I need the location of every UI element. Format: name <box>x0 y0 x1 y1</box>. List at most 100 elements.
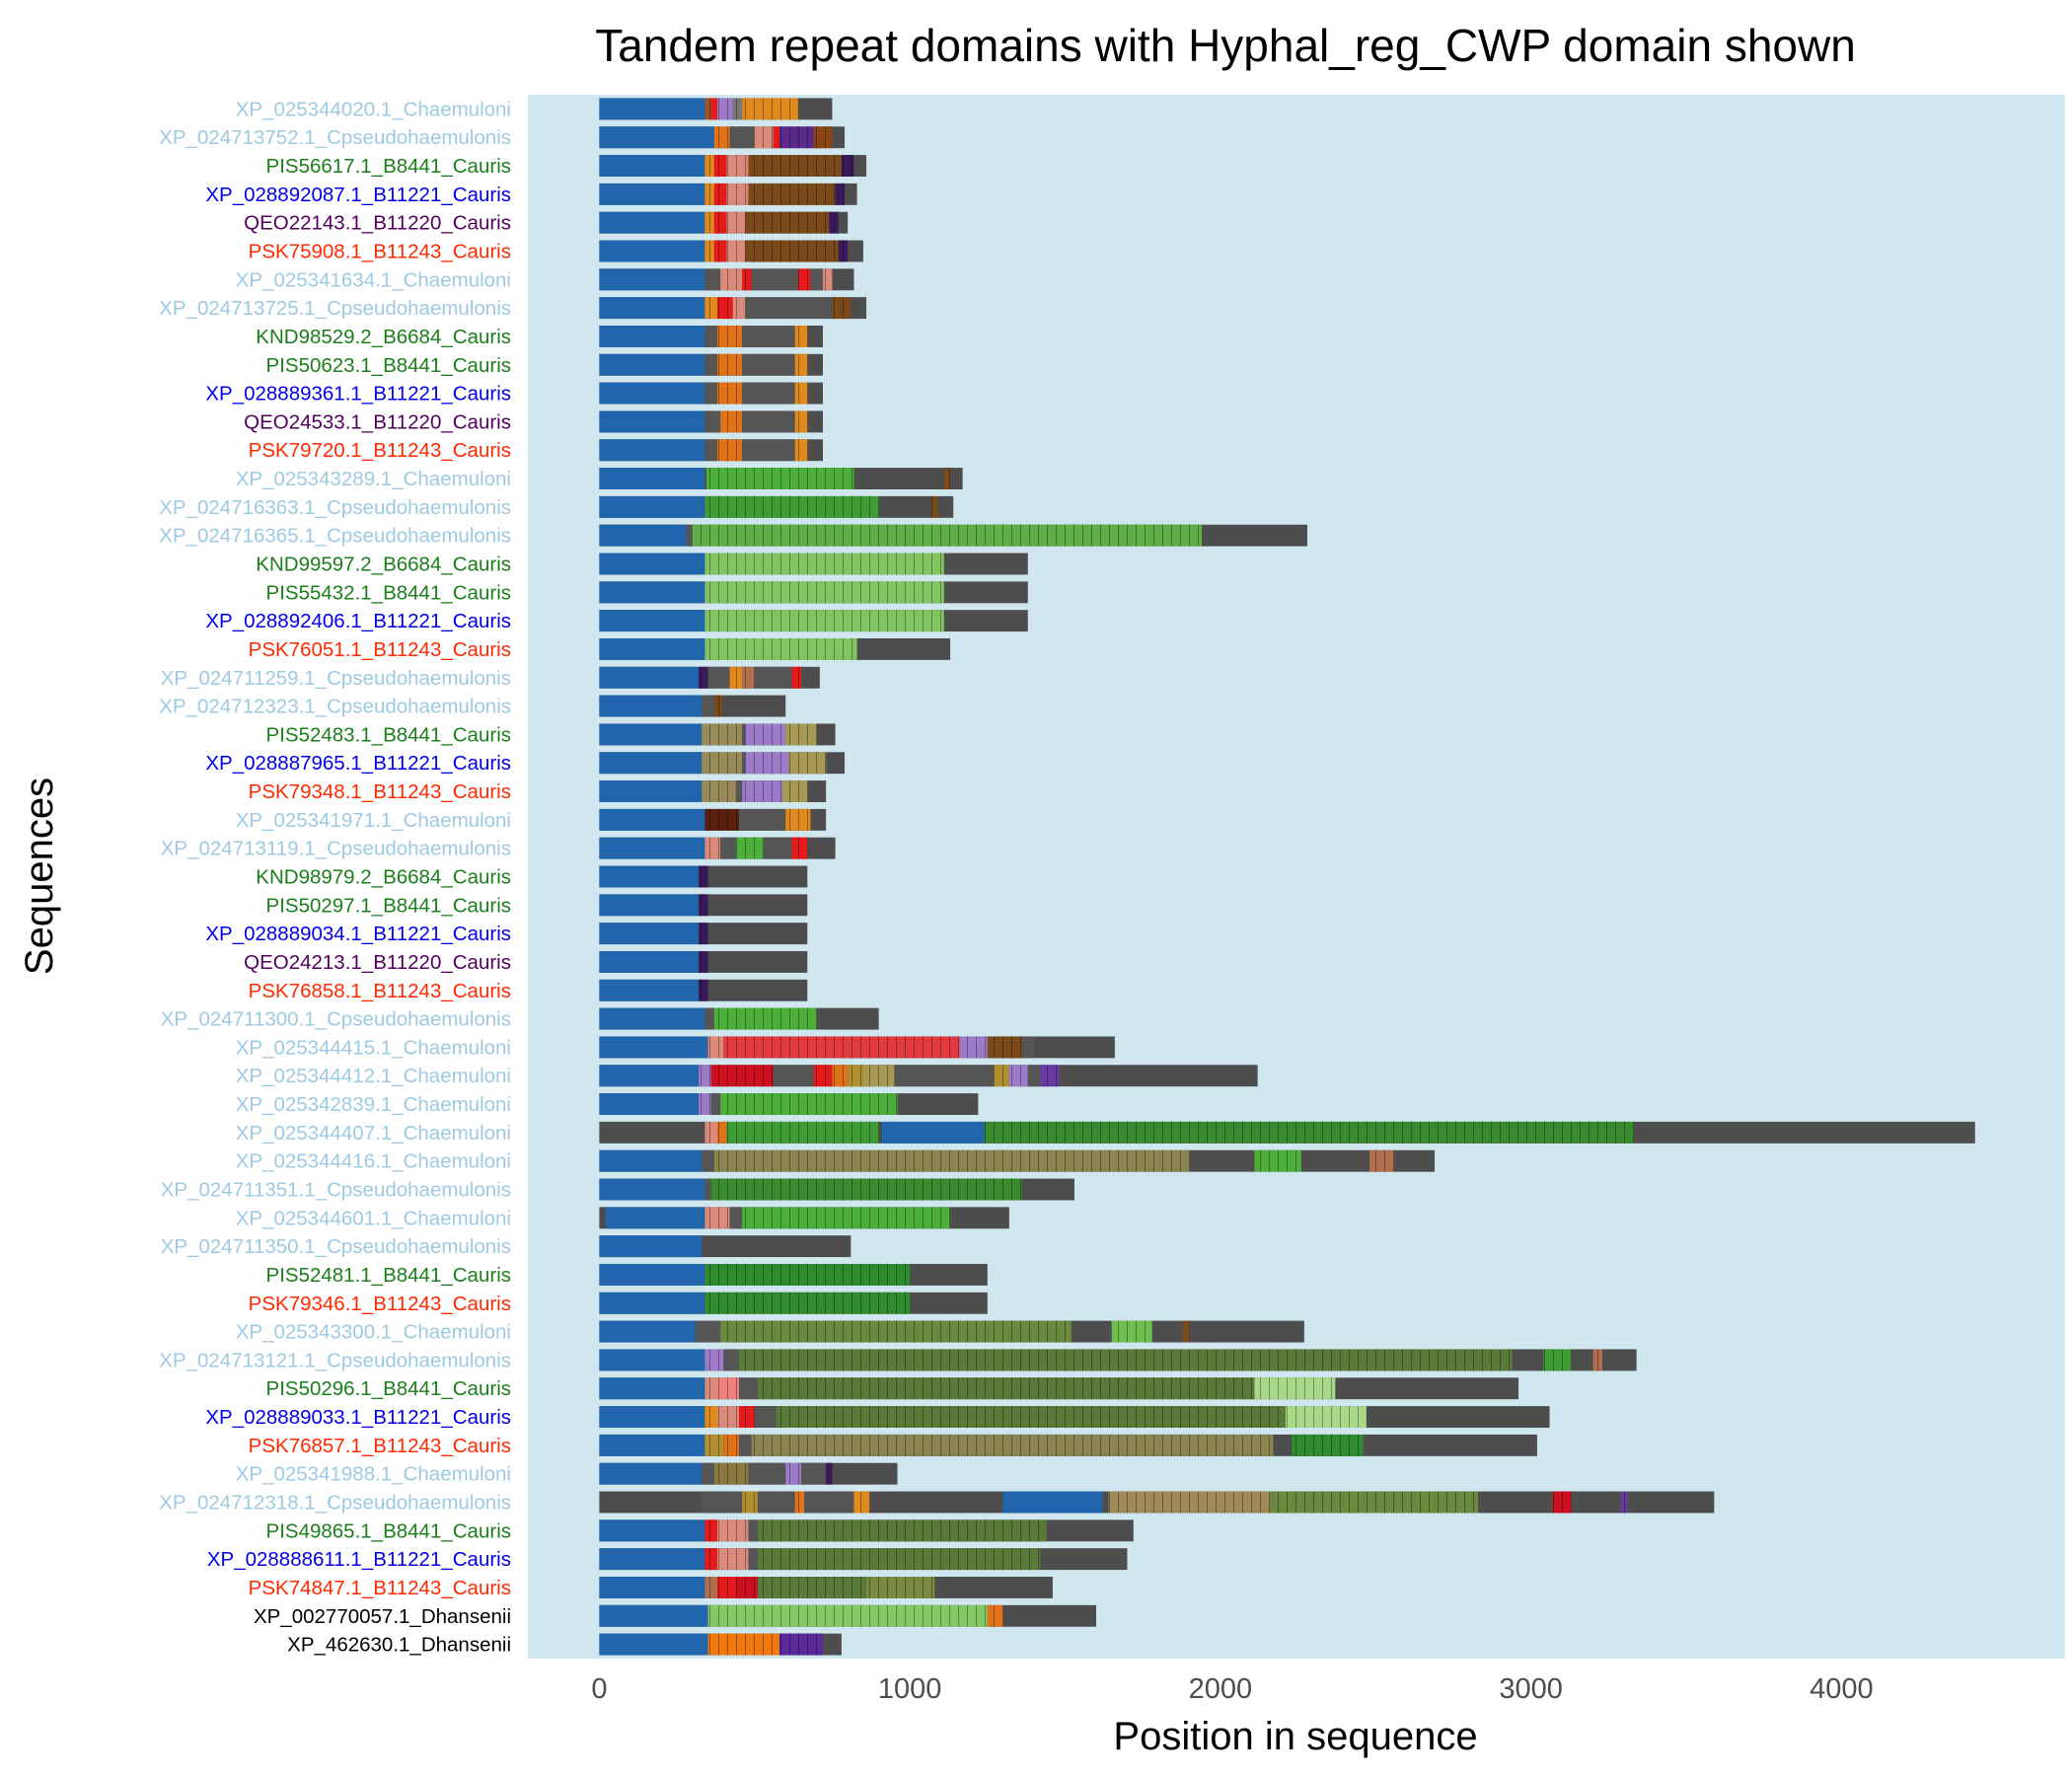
repeat-unit-dividers <box>987 1604 1003 1627</box>
hyphal-reg-cwp-domain <box>599 1519 705 1542</box>
repeat-unit-dividers <box>751 1434 1274 1456</box>
tandem-repeat-segment <box>729 126 755 149</box>
sequence-row <box>599 666 820 689</box>
hyphal-reg-cwp-domain <box>599 155 705 177</box>
hyphal-reg-cwp-domain <box>599 780 703 802</box>
repeat-unit-dividers <box>704 581 944 604</box>
sequence-row <box>599 581 1028 604</box>
sequence-row <box>599 1320 1304 1343</box>
repeat-unit-dividers <box>726 1121 879 1144</box>
sequence-row <box>599 1548 1128 1571</box>
sequence-label: XP_024711351.1_Cpseudohaemulonis <box>161 1179 511 1202</box>
sequence-row <box>599 1292 988 1314</box>
repeat-unit-dividers <box>853 1491 870 1514</box>
sequence-row <box>599 837 836 859</box>
hyphal-reg-cwp-domain <box>599 1349 705 1371</box>
repeat-unit-dividers <box>699 894 708 917</box>
repeat-unit-dividers <box>704 553 944 575</box>
tandem-repeat-segment <box>894 1065 995 1087</box>
sequence-label: XP_462630.1_Dhansenii <box>287 1634 511 1657</box>
sequence-label: XP_024716363.1_Cpseudohaemulonis <box>159 496 511 519</box>
tandem-repeat-segment <box>704 439 717 462</box>
sequence-label: QEO24533.1_B11220_Cauris <box>244 410 511 433</box>
repeat-unit-dividers <box>735 1577 758 1598</box>
hyphal-reg-cwp-domain <box>599 1178 705 1201</box>
sequence-label: PSK76857.1_B11243_Cauris <box>249 1435 511 1457</box>
tandem-repeat-segment <box>729 1207 743 1229</box>
hyphal-reg-cwp-domain <box>599 752 703 775</box>
repeat-unit-dividers <box>716 382 743 405</box>
repeat-unit-dividers <box>862 1065 895 1087</box>
tandem-repeat-segment <box>764 837 792 859</box>
sequence-label: XP_024712318.1_Cpseudohaemulonis <box>159 1492 511 1515</box>
tandem-repeat-segment <box>742 382 795 405</box>
repeat-unit-dividers <box>1292 1434 1364 1456</box>
sequence-row <box>599 468 963 489</box>
tandem-repeat-segment <box>704 382 717 405</box>
repeat-unit-dividers <box>704 1349 724 1371</box>
repeat-unit-dividers <box>716 297 733 320</box>
repeat-unit-dividers <box>716 326 743 347</box>
x-tick-label: 3000 <box>1499 1673 1563 1705</box>
sequence-label: XP_025344601.1_Chaemuloni <box>236 1207 511 1229</box>
hyphal-reg-cwp-domain <box>599 894 700 917</box>
sequence-row <box>599 183 857 205</box>
sequence-label: XP_025341971.1_Chaemuloni <box>236 809 511 832</box>
hyphal-reg-cwp-domain <box>599 553 705 575</box>
repeat-unit-dividers <box>757 1519 1047 1542</box>
sequence-label: XP_024716365.1_Cpseudohaemulonis <box>159 525 511 548</box>
sequence-row <box>599 524 1308 547</box>
repeat-unit-dividers <box>720 1093 898 1115</box>
repeat-unit-dividers <box>723 1434 740 1456</box>
repeat-unit-dividers <box>710 1065 774 1087</box>
repeat-unit-dividers <box>797 268 811 291</box>
hyphal-reg-cwp-domain <box>599 1604 708 1627</box>
hyphal-reg-cwp-domain <box>599 268 705 291</box>
repeat-unit-dividers <box>705 468 854 489</box>
repeat-unit-dividers <box>794 439 808 462</box>
sequence-label: XP_024713119.1_Cpseudohaemulonis <box>161 838 511 860</box>
repeat-unit-dividers <box>757 1377 1255 1400</box>
repeat-unit-dividers <box>729 666 743 689</box>
tandem-repeat-segment <box>720 837 736 859</box>
repeat-unit-dividers <box>754 126 774 149</box>
sequence-label: XP_028889361.1_B11221_Cauris <box>205 383 511 406</box>
sequence-label: XP_028887965.1_B11221_Cauris <box>205 752 511 775</box>
repeat-unit-dividers <box>748 155 842 177</box>
repeat-unit-dividers <box>699 1065 711 1087</box>
sequence-label: PSK74847.1_B11243_Cauris <box>249 1577 511 1599</box>
repeat-unit-dividers <box>745 211 830 234</box>
repeat-unit-dividers <box>704 1519 717 1542</box>
repeat-unit-dividers <box>716 1406 740 1428</box>
repeat-unit-dividers <box>704 183 714 205</box>
tandem-repeat-segment <box>742 439 795 462</box>
tandem-repeat-segment <box>1027 1065 1041 1087</box>
sequence-row <box>599 353 824 376</box>
tandem-repeat-segment <box>800 1462 827 1485</box>
repeat-unit-dividers <box>710 98 717 120</box>
hyphal-reg-cwp-domain <box>599 1548 705 1571</box>
hyphal-reg-cwp-domain <box>599 1264 705 1286</box>
sequence-row <box>599 865 808 888</box>
repeat-unit-dividers <box>704 1406 717 1428</box>
hyphal-reg-cwp-domain <box>599 638 705 660</box>
sequence-row <box>599 1235 851 1258</box>
hyphal-reg-cwp-domain <box>599 211 705 234</box>
repeat-unit-dividers <box>1285 1406 1367 1428</box>
hyphal-reg-cwp-domain <box>599 240 705 262</box>
repeat-unit-dividers <box>1270 1491 1479 1514</box>
sequence-row <box>599 410 824 433</box>
tandem-repeat-segment <box>754 1406 777 1428</box>
repeat-unit-dividers <box>791 837 808 859</box>
repeat-unit-dividers <box>742 666 755 689</box>
tandem-repeat-segment <box>1021 1036 1035 1059</box>
repeat-unit-dividers <box>785 723 817 746</box>
sequence-label: XP_025342839.1_Chaemuloni <box>236 1093 511 1116</box>
sequence-label: KND98529.2_B6684_Cauris <box>256 326 511 348</box>
sequence-label: PIS52481.1_B8441_Cauris <box>266 1264 511 1287</box>
repeat-unit-dividers <box>716 439 743 462</box>
sequence-label: PIS55432.1_B8441_Cauris <box>266 581 511 604</box>
repeat-unit-dividers <box>704 1377 717 1400</box>
repeat-unit-dividers <box>704 1577 717 1598</box>
tandem-repeat-segment <box>710 1093 721 1115</box>
